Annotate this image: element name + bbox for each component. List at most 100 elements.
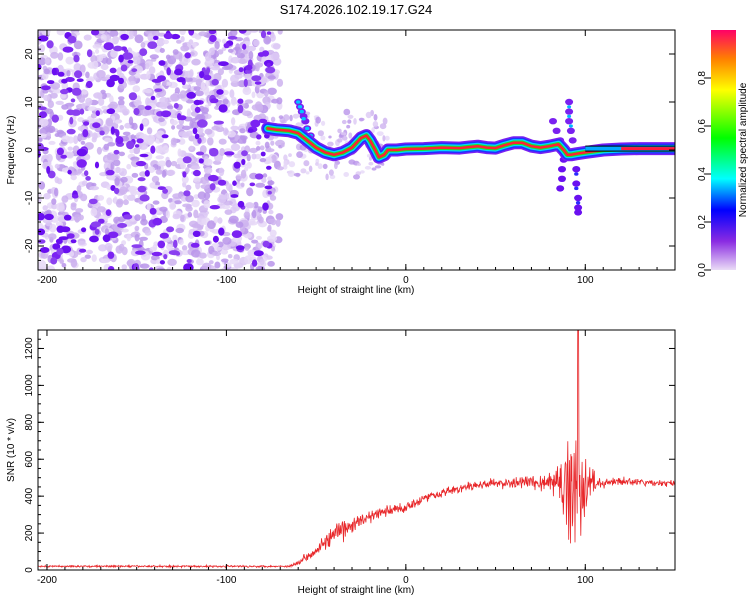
- noise-blob: [106, 108, 116, 115]
- noise-blob: [152, 217, 163, 226]
- noise-speckle: [112, 35, 119, 45]
- noise-speckle: [255, 140, 261, 146]
- noise-blob: [151, 251, 163, 257]
- noise-speckle: [222, 65, 231, 71]
- noise-speckle: [174, 200, 182, 205]
- noise-speckle: [303, 160, 310, 167]
- noise-speckle: [258, 113, 267, 121]
- noise-blob: [73, 54, 80, 63]
- noise-blob: [118, 77, 124, 85]
- noise-speckle: [110, 49, 118, 58]
- noise-speckle: [263, 90, 269, 97]
- noise-speckle: [227, 130, 236, 138]
- noise-speckle: [276, 78, 284, 87]
- noise-blob: [265, 66, 276, 74]
- noise-speckle: [360, 170, 365, 174]
- noise-speckle: [48, 140, 56, 145]
- noise-speckle: [121, 264, 128, 270]
- noise-speckle: [256, 146, 261, 151]
- noise-blob: [174, 68, 183, 76]
- noise-blob: [74, 70, 83, 79]
- noise-speckle: [38, 198, 42, 203]
- noise-blob: [244, 69, 253, 74]
- noise-speckle: [141, 213, 147, 222]
- noise-blob: [105, 169, 115, 176]
- noise-blob: [95, 110, 101, 117]
- noise-speckle: [129, 30, 134, 37]
- noise-blob: [206, 67, 211, 74]
- noise-blob: [122, 52, 134, 60]
- vertical-branch-core: [567, 105, 572, 109]
- noise-speckle: [348, 159, 356, 165]
- noise-speckle: [256, 266, 266, 270]
- noise-speckle: [180, 36, 185, 43]
- noise-blob: [118, 54, 124, 63]
- noise-speckle: [204, 52, 212, 62]
- noise-speckle: [162, 145, 169, 154]
- noise-speckle: [81, 90, 88, 95]
- noise-speckle: [192, 42, 197, 48]
- noise-speckle: [257, 243, 263, 249]
- noise-blob: [58, 236, 69, 241]
- noise-speckle: [204, 167, 213, 174]
- noise-speckle: [347, 119, 352, 124]
- noise-speckle: [166, 266, 173, 270]
- noise-speckle: [170, 137, 177, 146]
- noise-speckle: [258, 216, 264, 224]
- noise-speckle: [246, 153, 251, 162]
- noise-speckle: [211, 243, 220, 248]
- noise-speckle: [341, 135, 348, 141]
- noise-blob: [66, 109, 75, 116]
- noise-speckle: [131, 122, 138, 130]
- noise-speckle: [104, 242, 113, 251]
- noise-speckle: [38, 133, 47, 139]
- colorbar-tick-label: 0.2: [697, 215, 708, 229]
- noise-blob: [123, 214, 133, 220]
- noise-blob: [62, 46, 74, 53]
- noise-blob: [216, 89, 224, 95]
- noise-speckle: [61, 104, 69, 110]
- noise-speckle: [159, 101, 169, 110]
- upper-branch-core: [299, 109, 304, 114]
- noise-speckle: [51, 203, 58, 210]
- snr-ylabel: SNR (10 * v/v): [6, 418, 17, 482]
- noise-speckle: [248, 218, 256, 225]
- noise-blob: [209, 183, 216, 191]
- noise-speckle: [127, 194, 136, 201]
- noise-speckle: [256, 235, 262, 240]
- noise-speckle: [300, 168, 307, 174]
- noise-speckle: [203, 158, 213, 166]
- noise-blob: [47, 170, 56, 179]
- noise-speckle: [144, 89, 152, 94]
- noise-speckle: [365, 111, 372, 119]
- noise-blob: [194, 106, 201, 113]
- noise-speckle: [56, 178, 63, 185]
- noise-speckle: [186, 108, 191, 118]
- noise-blob: [159, 260, 165, 265]
- x-tick-label: -200: [37, 575, 57, 586]
- snr-series-line: [38, 330, 675, 569]
- noise-blob: [44, 213, 54, 221]
- noise-speckle: [134, 102, 139, 107]
- noise-speckle: [227, 254, 233, 259]
- noise-speckle: [42, 205, 48, 211]
- noise-speckle: [54, 163, 60, 169]
- noise-speckle: [251, 91, 256, 99]
- noise-blob: [71, 194, 79, 199]
- noise-speckle: [66, 70, 71, 77]
- noise-speckle: [328, 135, 332, 139]
- lower-branch-blob: [558, 175, 566, 182]
- noise-speckle: [100, 64, 109, 70]
- noise-speckle: [95, 48, 100, 54]
- noise-speckle: [161, 191, 169, 200]
- noise-blob: [162, 188, 169, 194]
- noise-blob: [149, 207, 157, 215]
- noise-blob: [209, 205, 220, 210]
- noise-blob: [67, 169, 72, 175]
- noise-speckle: [83, 34, 92, 41]
- noise-speckle: [230, 74, 239, 84]
- noise-speckle: [191, 199, 200, 208]
- noise-speckle: [38, 193, 43, 198]
